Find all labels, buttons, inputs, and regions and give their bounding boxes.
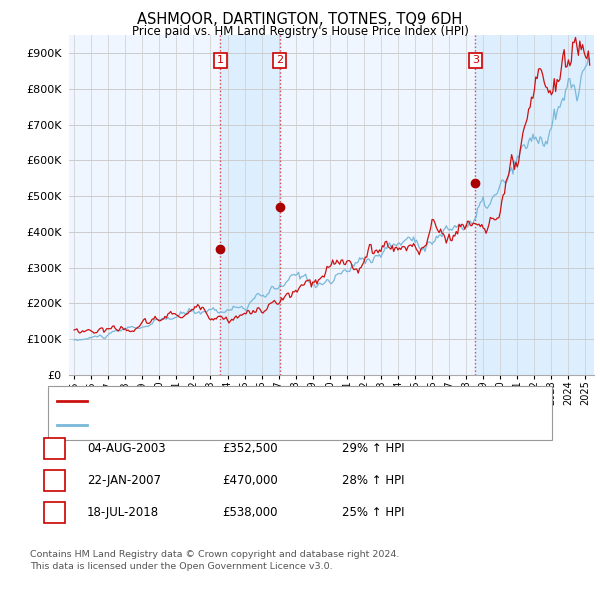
Text: £538,000: £538,000 <box>222 506 277 519</box>
Text: 1: 1 <box>217 55 224 65</box>
Text: £470,000: £470,000 <box>222 474 278 487</box>
Text: 2: 2 <box>276 55 283 65</box>
Bar <box>220 35 280 375</box>
Text: HPI: Average price, detached house, South Hams: HPI: Average price, detached house, Sout… <box>93 419 362 430</box>
Text: 3: 3 <box>472 55 479 65</box>
Text: Contains HM Land Registry data © Crown copyright and database right 2024.: Contains HM Land Registry data © Crown c… <box>30 550 400 559</box>
Text: 04-AUG-2003: 04-AUG-2003 <box>87 442 166 455</box>
Text: This data is licensed under the Open Government Licence v3.0.: This data is licensed under the Open Gov… <box>30 562 332 571</box>
Text: ASHMOOR, DARTINGTON, TOTNES, TQ9 6DH (detached house): ASHMOOR, DARTINGTON, TOTNES, TQ9 6DH (de… <box>93 396 435 407</box>
Bar <box>475 35 594 375</box>
Text: 18-JUL-2018: 18-JUL-2018 <box>87 506 159 519</box>
Text: 22-JAN-2007: 22-JAN-2007 <box>87 474 161 487</box>
Text: 3: 3 <box>51 506 58 519</box>
Text: 28% ↑ HPI: 28% ↑ HPI <box>342 474 404 487</box>
Text: 2: 2 <box>51 474 58 487</box>
Text: 25% ↑ HPI: 25% ↑ HPI <box>342 506 404 519</box>
Text: Price paid vs. HM Land Registry's House Price Index (HPI): Price paid vs. HM Land Registry's House … <box>131 25 469 38</box>
Text: 1: 1 <box>51 442 58 455</box>
Text: £352,500: £352,500 <box>222 442 278 455</box>
Text: 29% ↑ HPI: 29% ↑ HPI <box>342 442 404 455</box>
Text: ASHMOOR, DARTINGTON, TOTNES, TQ9 6DH: ASHMOOR, DARTINGTON, TOTNES, TQ9 6DH <box>137 12 463 27</box>
